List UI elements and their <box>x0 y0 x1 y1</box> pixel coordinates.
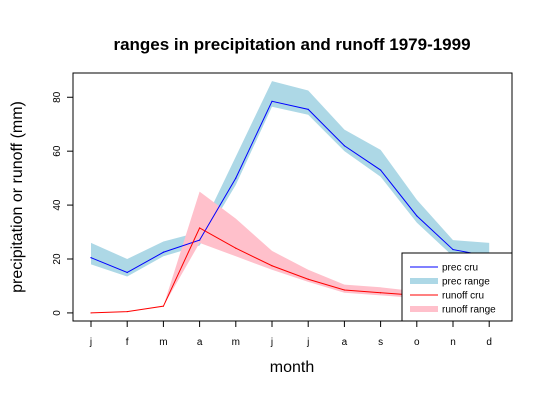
prec-cru-point <box>343 145 345 147</box>
x-tick-label: j <box>89 337 92 348</box>
legend-label-prec-range: prec range <box>442 277 490 288</box>
y-axis: 0 20 40 60 80 <box>52 91 73 316</box>
x-tick-label: n <box>450 337 456 348</box>
x-tick-label: m <box>159 337 167 348</box>
x-tick-label: j <box>306 337 309 348</box>
runoff-cru-point <box>307 278 309 280</box>
y-tick-label: 40 <box>52 199 63 211</box>
x-tick-label: a <box>342 337 348 348</box>
chart-title: ranges in precipitation and runoff 1979-… <box>113 35 470 54</box>
prec-cru-point <box>380 169 382 171</box>
prec-cru-point <box>90 257 92 259</box>
runoff-cru-point <box>235 247 237 249</box>
prec-cru-point <box>307 108 309 110</box>
prec-cru-point <box>199 239 201 241</box>
runoff-cru-point <box>343 289 345 291</box>
prec-cru-point <box>271 100 273 102</box>
x-tick-label: f <box>126 337 129 348</box>
prec-cru-point <box>126 271 128 274</box>
runoff-cru-point <box>271 265 273 267</box>
prec-cru-line <box>90 100 490 274</box>
prec-cru-point <box>416 215 418 217</box>
x-tick-label: m <box>232 337 240 348</box>
y-axis-label: precipitation or runoff (mm) <box>9 101 26 293</box>
runoff-cru-point <box>162 305 164 307</box>
plot-frame <box>72 72 513 322</box>
prec-cru-point <box>452 248 454 251</box>
runoff-cru-point <box>199 227 201 229</box>
y-tick-label: 80 <box>52 91 63 103</box>
x-tick-label: o <box>414 337 420 348</box>
x-tick-label: s <box>378 337 383 348</box>
prec-cru-point <box>235 177 237 179</box>
legend: prec cru prec range runoff cru runoff range <box>401 252 513 322</box>
x-axis-label: month <box>270 359 314 376</box>
band-layer <box>91 81 490 313</box>
x-tick-label: d <box>486 337 492 348</box>
runoff-range-band <box>91 191 490 313</box>
prec-cru-point <box>162 251 164 253</box>
x-tick-label: j <box>270 337 273 348</box>
y-tick-label: 60 <box>52 145 63 157</box>
runoff-cru-point <box>380 292 382 294</box>
runoff-cru-point <box>90 312 92 314</box>
x-tick-label: a <box>197 337 203 348</box>
legend-label-runoff-range: runoff range <box>442 305 496 316</box>
legend-label-runoff-cru: runoff cru <box>442 291 484 302</box>
legend-label-prec-cru: prec cru <box>442 263 478 274</box>
y-tick-label: 0 <box>52 310 63 316</box>
y-tick-label: 20 <box>52 253 63 265</box>
runoff-cru-point <box>126 310 128 313</box>
